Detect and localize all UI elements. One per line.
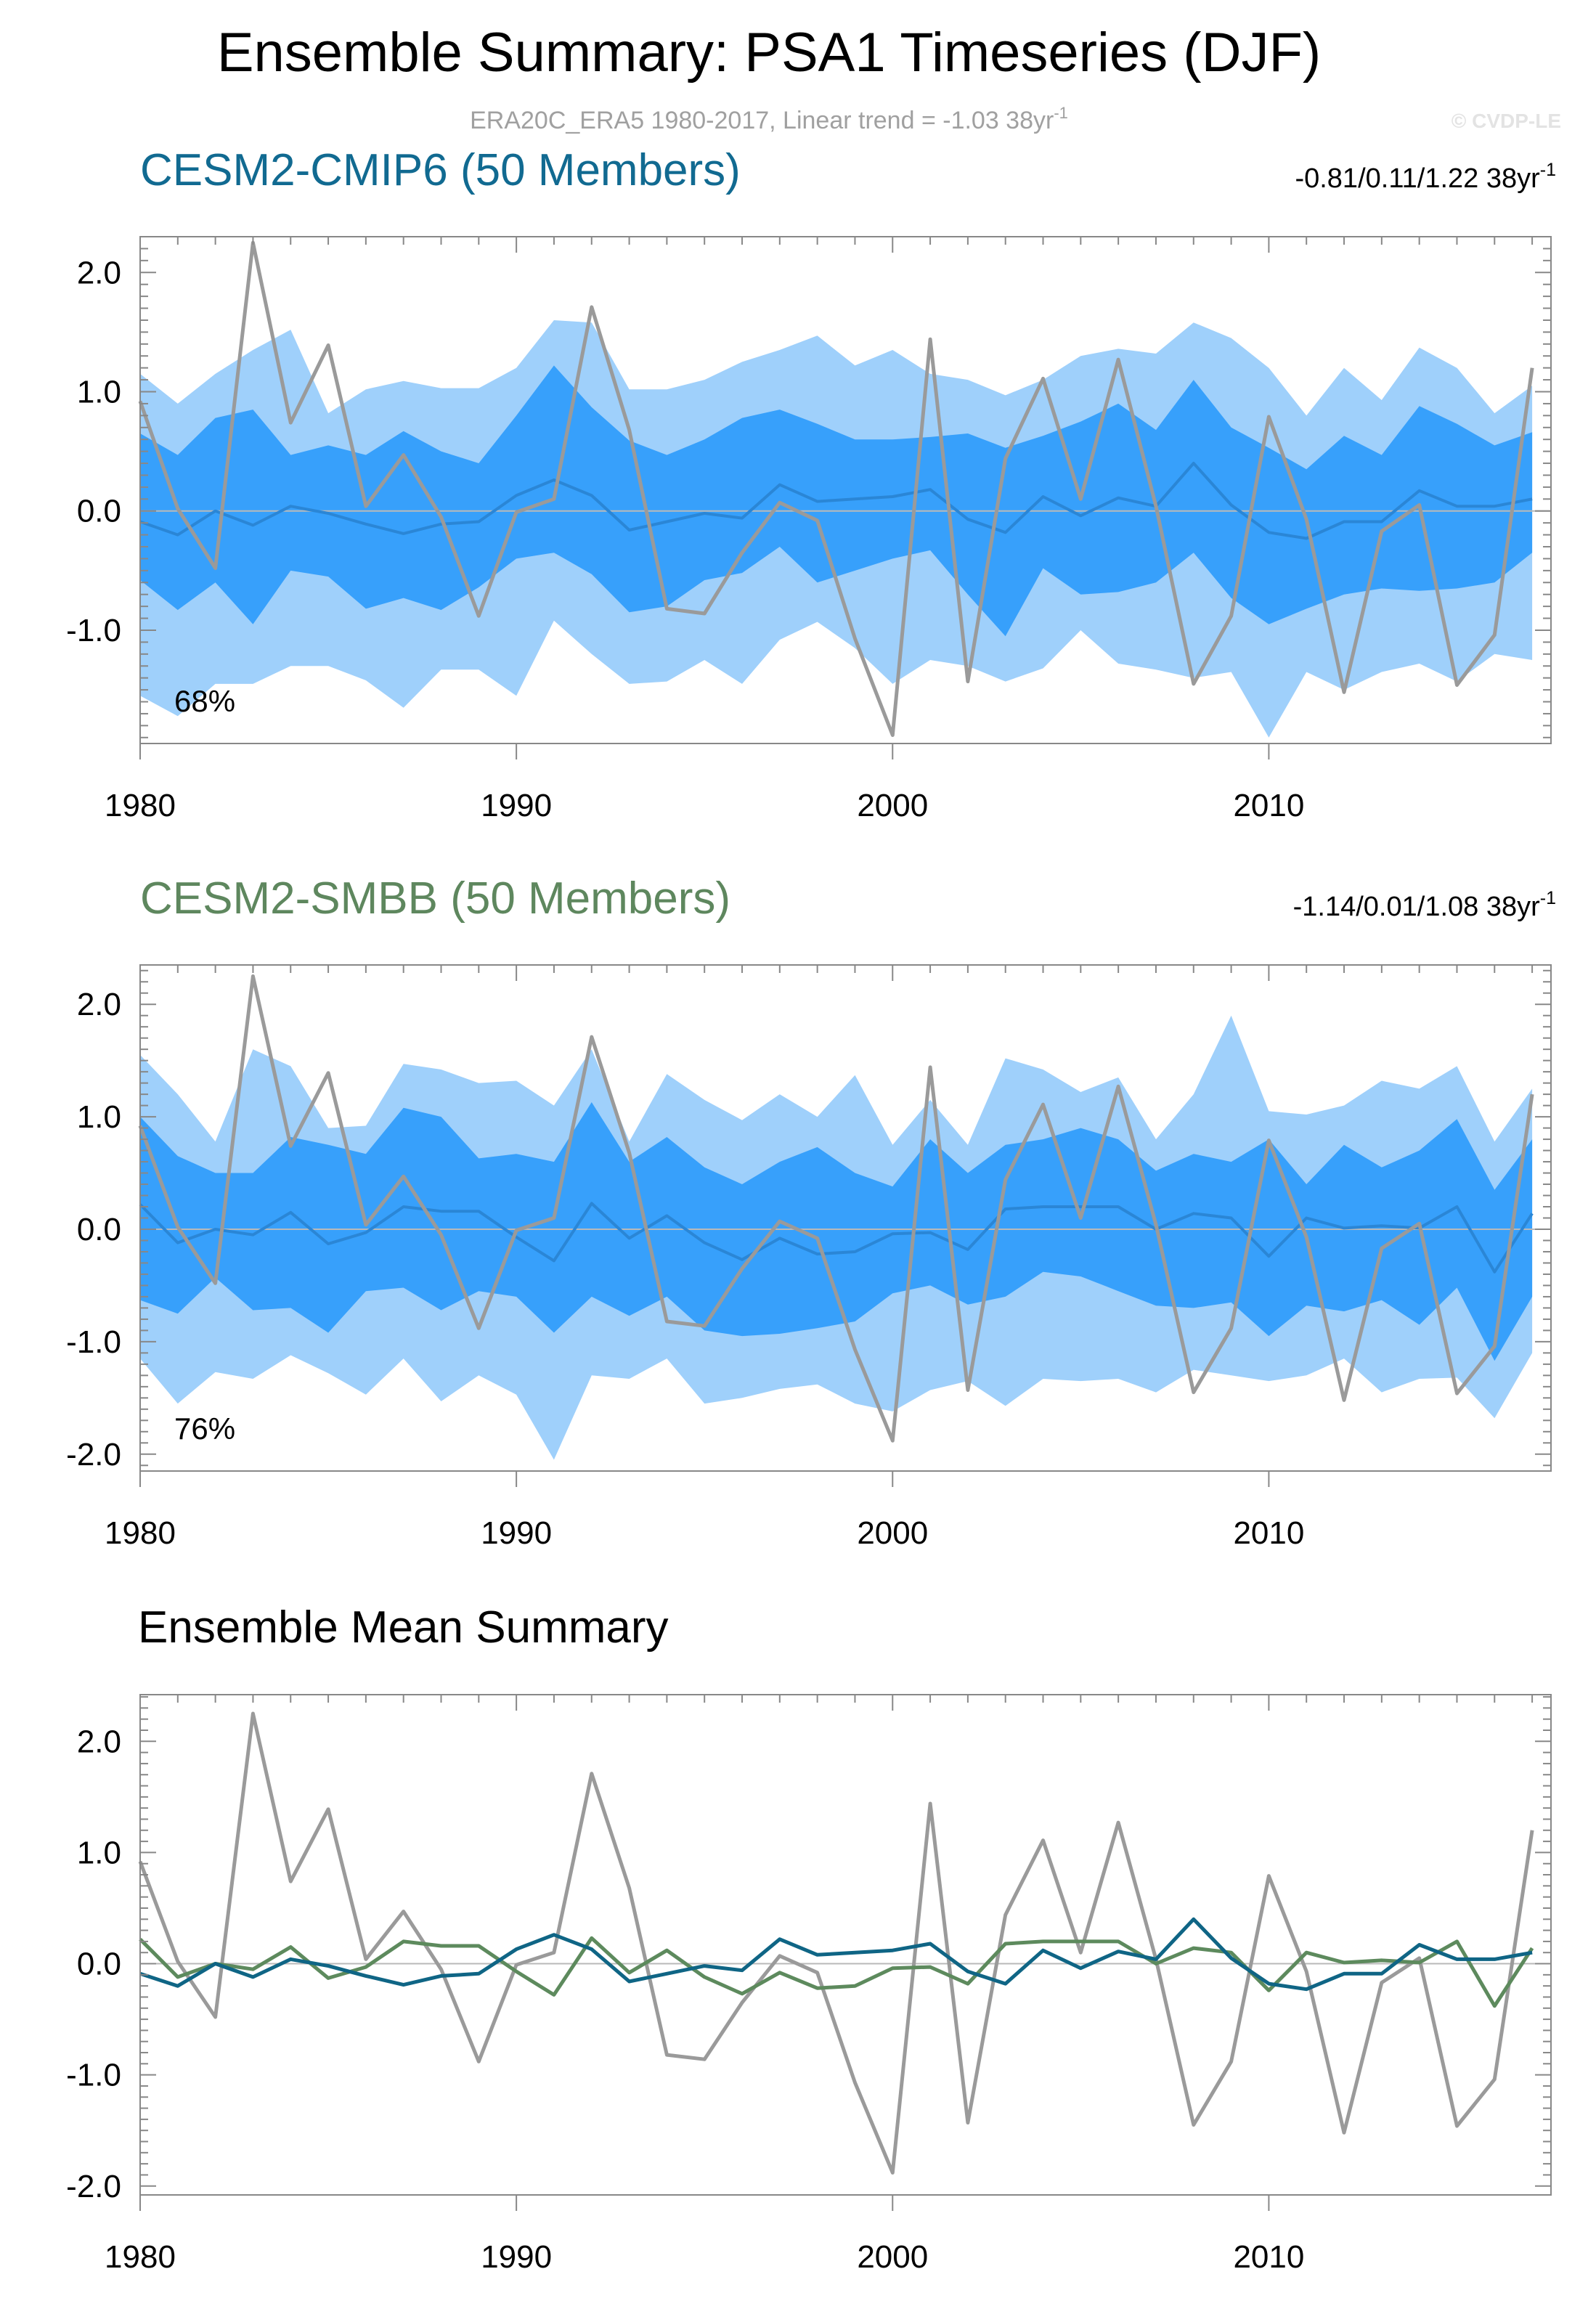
x-tick-label: 1990 — [481, 2239, 552, 2275]
series-line-era20c_era5 — [138, 240, 1534, 737]
figure-title: Ensemble Summary: PSA1 Timeseries (DJF) — [217, 22, 1321, 83]
trend-range-cmip6-sup: -1 — [1540, 160, 1556, 180]
x-tick-label: 2010 — [1233, 2239, 1304, 2275]
x-tick-label: 2000 — [857, 1515, 928, 1551]
series-line-era20c_era5 — [138, 974, 1534, 1443]
y-tick-label: 0.0 — [77, 1212, 121, 1247]
trend-range-smbb: -1.14/0.01/1.08 38yr-1 — [1293, 888, 1556, 922]
y-tick-label: 1.0 — [77, 375, 121, 410]
series-line-ensemble_mean — [139, 462, 1533, 540]
panel-ensemble-mean: Ensemble Mean Summary 2.0 1.0 0.0 -1.0 -2.0 1… — [66, 1602, 1552, 2275]
panel-title-smbb: CESM2-SMBB (50 Members) — [140, 873, 730, 924]
series-line-cesm2-smbb — [139, 1936, 1534, 2008]
trend-range-smbb-sup: -1 — [1540, 888, 1556, 908]
y-tick-label: 0.0 — [77, 1947, 121, 1982]
inner-spread-band — [140, 1102, 1533, 1361]
x-tick-label: 1990 — [481, 788, 552, 823]
plot-area-cmip6: 2.0 1.0 0.0 -1.0 1980 1990 2000 2010 — [66, 236, 1552, 823]
trend-range-cmip6: -0.81/0.11/1.22 38yr-1 — [1295, 160, 1556, 194]
trend-range-cmip6-text: -0.81/0.11/1.22 38yr — [1295, 163, 1540, 194]
copyright-label: © CVDP-LE — [1452, 110, 1561, 132]
panel-cesm2-smbb: CESM2-SMBB (50 Members) -1.14/0.01/1.08 … — [66, 873, 1556, 1551]
x-tick-label: 2010 — [1233, 788, 1304, 823]
x-tick-label: 2000 — [857, 2239, 928, 2275]
subtitle-superscript: -1 — [1054, 104, 1068, 122]
trend-range-smbb-text: -1.14/0.01/1.08 38yr — [1293, 892, 1540, 922]
y-tick-label: 1.0 — [77, 1099, 121, 1135]
x-tick-label: 1990 — [481, 1515, 552, 1551]
y-tick-label: -1.0 — [66, 1324, 121, 1360]
plot-frame — [139, 236, 1552, 744]
plot-area-smbb: 2.0 1.0 0.0 -1.0 -2.0 1980 1990 2000 2010 — [66, 964, 1552, 1551]
panel-title-cmip6: CESM2-CMIP6 (50 Members) — [140, 145, 741, 195]
x-tick-label: 1980 — [105, 788, 176, 823]
plot-frame — [139, 1694, 1552, 2196]
y-tick-label: 1.0 — [77, 1835, 121, 1870]
percent-label-cmip6: 68% — [174, 684, 235, 718]
y-tick-label: -1.0 — [66, 2058, 121, 2093]
x-tick-label: 2010 — [1233, 1515, 1304, 1551]
y-tick-label: 0.0 — [77, 494, 121, 529]
plot-area-ensemble-mean: 2.0 1.0 0.0 -1.0 -2.0 1980 1990 2000 2010 — [66, 1694, 1552, 2275]
panel-title-ensemble-mean: Ensemble Mean Summary — [138, 1602, 669, 1653]
subtitle-text: ERA20C_ERA5 1980-2017, Linear trend = -1… — [470, 107, 1054, 134]
panel-cesm2-cmip6: CESM2-CMIP6 (50 Members) -0.81/0.11/1.22… — [66, 145, 1556, 823]
y-tick-label: -2.0 — [66, 2169, 121, 2204]
y-tick-label: 2.0 — [77, 987, 121, 1022]
x-tick-label: 1980 — [105, 1515, 176, 1551]
series-line-era20c_era5 — [138, 1711, 1534, 2175]
y-tick-label: -1.0 — [66, 613, 121, 648]
x-tick-label: 2000 — [857, 788, 928, 823]
figure-subtitle: ERA20C_ERA5 1980-2017, Linear trend = -1… — [470, 104, 1068, 134]
series-line-cesm2-cmip6 — [139, 1917, 1533, 1992]
y-tick-label: 2.0 — [77, 1724, 121, 1759]
x-tick-label: 1980 — [105, 2239, 176, 2275]
y-tick-label: -2.0 — [66, 1437, 121, 1472]
percent-label-smbb: 76% — [174, 1411, 235, 1446]
y-tick-label: 2.0 — [77, 255, 121, 290]
